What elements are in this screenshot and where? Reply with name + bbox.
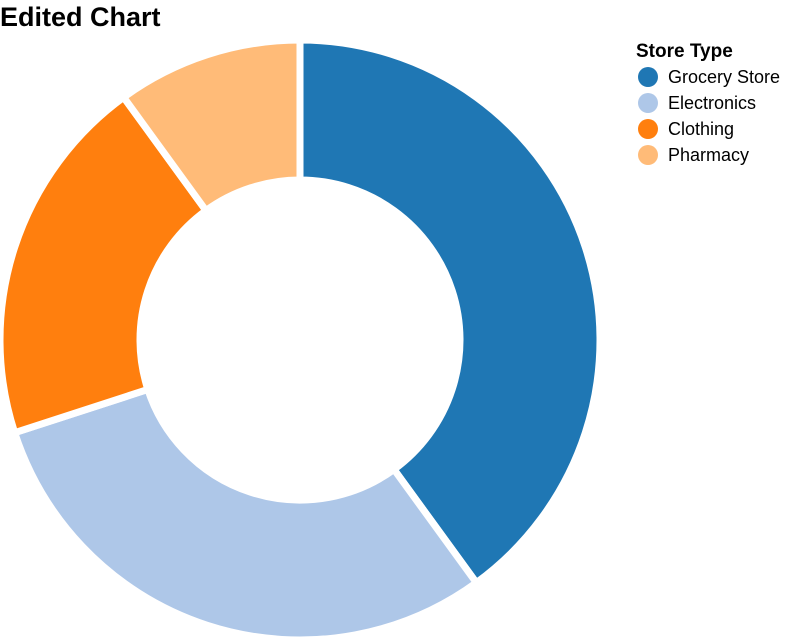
- slice-electronics[interactable]: [11, 385, 480, 640]
- chart-title: Edited Chart: [0, 2, 161, 32]
- legend-swatch-electronics: [638, 93, 658, 113]
- legend-label-clothing: Clothing: [668, 118, 735, 139]
- slice-clothing[interactable]: [0, 93, 210, 437]
- slice-grocery-store[interactable]: [296, 36, 604, 587]
- legend-swatch-grocery-store: [638, 67, 658, 87]
- donut-slices: [0, 36, 604, 640]
- legend-item-electronics[interactable]: Electronics: [636, 90, 794, 116]
- legend-swatch-clothing: [638, 119, 658, 139]
- legend-label-grocery-store: Grocery Store: [668, 66, 781, 87]
- legend-item-clothing[interactable]: Clothing: [636, 116, 794, 142]
- legend-swatch-pharmacy: [638, 145, 658, 165]
- legend-item-grocery-store[interactable]: Grocery Store: [636, 64, 794, 90]
- legend-label-electronics: Electronics: [668, 92, 757, 113]
- legend-label-pharmacy: Pharmacy: [668, 144, 750, 165]
- legend-item-pharmacy[interactable]: Pharmacy: [636, 142, 794, 168]
- legend: Store Type Grocery Store Electronics Cloth…: [636, 40, 794, 168]
- slice-pharmacy[interactable]: [120, 36, 304, 215]
- legend-title: Store Type: [636, 41, 733, 62]
- legend-items: Grocery Store Electronics Clothing Pharmacy: [636, 64, 794, 168]
